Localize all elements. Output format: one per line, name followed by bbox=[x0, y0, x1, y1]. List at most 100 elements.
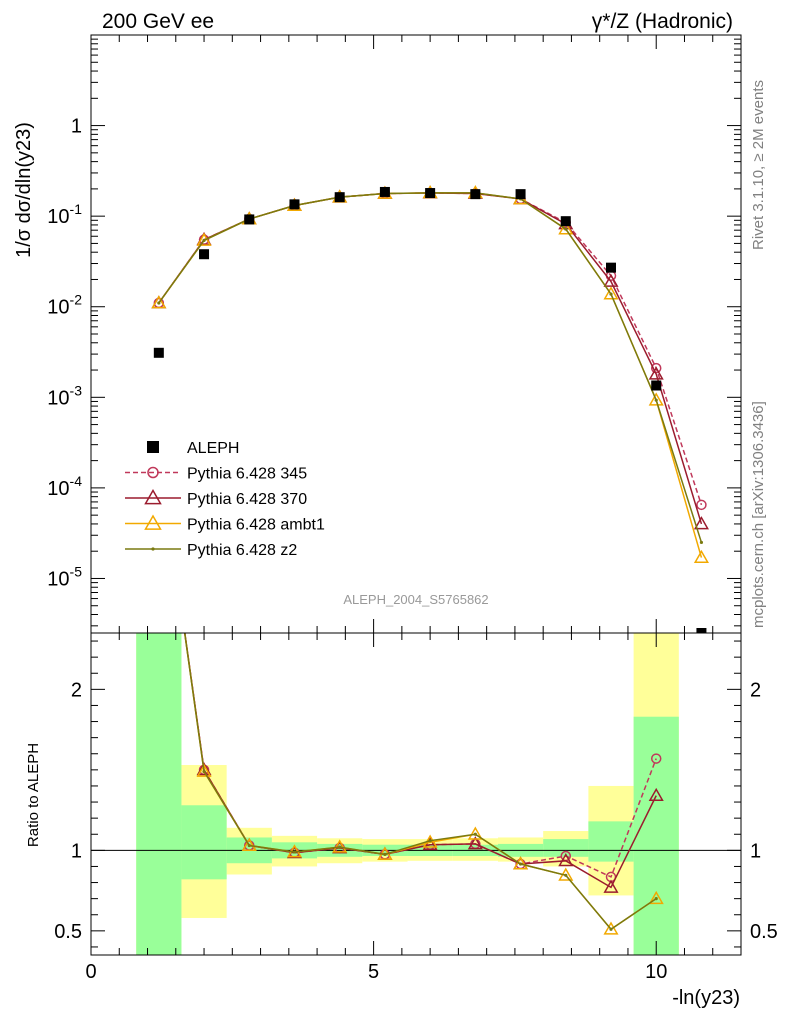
ratio-series-3-point bbox=[338, 845, 342, 849]
header-left: 200 GeV ee bbox=[102, 10, 214, 33]
data-point bbox=[244, 214, 255, 225]
ratio-series-2-point bbox=[648, 890, 664, 905]
ratio-series-0-point bbox=[650, 753, 662, 764]
legend-marker-1 bbox=[147, 466, 159, 479]
data-point bbox=[289, 199, 300, 210]
series-1-point bbox=[648, 366, 664, 380]
series-2-point bbox=[558, 221, 574, 235]
side-text-top: Rivet 3.1.10, ≥ 2M events bbox=[750, 80, 767, 250]
x-tick-label: 5 bbox=[368, 961, 379, 983]
ratio-series-3-point bbox=[292, 850, 297, 854]
data-point bbox=[153, 347, 164, 358]
main-panel: 10-5 10-4 10-3 10-2 10-1 1 ALEPH_2004_S576586… bbox=[13, 34, 742, 634]
ratio-series-3-point bbox=[609, 927, 613, 931]
main-series-group bbox=[151, 185, 709, 633]
data-point bbox=[560, 216, 571, 227]
green-band bbox=[543, 839, 589, 857]
ratio-series-2-point bbox=[467, 826, 483, 840]
legend-label-2: Pythia 6.428 370 bbox=[187, 491, 307, 508]
data-point bbox=[199, 249, 210, 260]
series-0-point bbox=[696, 499, 707, 511]
ratio-series-1-point bbox=[467, 836, 483, 850]
ratio-y-tick-label: 1 bbox=[71, 840, 82, 862]
ratio-ylabel: Ratio to ALEPH bbox=[25, 743, 42, 847]
series-line-3 bbox=[158, 192, 703, 543]
legend-label-4: Pythia 6.428 z2 bbox=[187, 542, 297, 559]
legend-label-0: ALEPH bbox=[187, 440, 239, 457]
legend-marker-0 bbox=[147, 441, 159, 453]
ratio-series-2-point bbox=[241, 837, 257, 851]
series-3-point bbox=[202, 238, 206, 242]
x-axis-label: -ln(y23) bbox=[672, 987, 740, 1009]
side-text-bottom: mcplots.cern.ch [arXiv:1306.3436] bbox=[750, 401, 767, 628]
ratio-series-3-point bbox=[247, 843, 251, 848]
ratio-series-2-point bbox=[332, 839, 348, 853]
ratio-series-2-point bbox=[196, 763, 212, 777]
analysis-label: ALEPH_2004_S5765862 bbox=[343, 592, 488, 607]
legend-marker-2 bbox=[144, 488, 162, 505]
series-2-point bbox=[151, 295, 167, 309]
series-3-point bbox=[699, 540, 704, 545]
series-2-point bbox=[693, 549, 709, 564]
y-tick-label: 10-3 bbox=[47, 382, 82, 409]
data-point bbox=[470, 189, 481, 200]
series-2-point bbox=[648, 392, 664, 406]
data-point bbox=[334, 192, 345, 203]
series-1-point bbox=[693, 516, 709, 530]
ratio-series-3-point bbox=[383, 852, 387, 856]
data-point bbox=[379, 186, 390, 197]
ratio-y-tick-label-right: 0.5 bbox=[750, 921, 778, 943]
ratio-series-1-point bbox=[603, 879, 619, 893]
y-tick-label: 10-1 bbox=[47, 201, 82, 228]
ratio-y-tick-label: 2 bbox=[71, 679, 82, 701]
data-point bbox=[515, 189, 526, 200]
data-point bbox=[425, 188, 436, 199]
ratio-series-3-point bbox=[654, 897, 658, 901]
green-band bbox=[136, 633, 182, 955]
legend-marker-4 bbox=[151, 547, 155, 551]
ratio-y-tick-label-right: 2 bbox=[750, 679, 761, 701]
ratio-series-3-point bbox=[428, 839, 432, 843]
ratio-series-3-point bbox=[564, 873, 568, 877]
data-point bbox=[696, 628, 707, 633]
ratio-series-group bbox=[91, 633, 741, 955]
ratio-frame bbox=[90, 632, 742, 956]
x-tick-label: 10 bbox=[645, 961, 667, 983]
ratio-series-3-point bbox=[202, 769, 206, 774]
ratio-panel: 0.5 0.5 1 1 2 2 0 5 10 Ratio to ALEPH bbox=[25, 632, 778, 983]
ratio-y-tick-label: 0.5 bbox=[54, 921, 82, 943]
ratio-y-tick-label-right: 1 bbox=[750, 840, 761, 862]
y-tick-label: 1 bbox=[71, 116, 82, 138]
header-right: γ*/Z (Hadronic) bbox=[592, 10, 733, 33]
ratio-line-1 bbox=[184, 633, 657, 889]
series-2-point bbox=[603, 286, 619, 300]
data-point bbox=[606, 262, 616, 273]
ratio-series-2-point bbox=[603, 921, 619, 935]
ratio-series-1-point bbox=[196, 762, 212, 776]
series-3-point bbox=[609, 292, 613, 296]
green-band bbox=[588, 821, 634, 862]
ratio-series-3-point bbox=[473, 832, 477, 836]
series-1-point bbox=[603, 273, 619, 287]
ratio-series-1-point bbox=[422, 836, 438, 851]
legend-marker-3 bbox=[144, 514, 162, 530]
x-tick-label: 0 bbox=[85, 961, 96, 983]
ratio-line-3 bbox=[183, 633, 657, 931]
y-tick-label: 10-5 bbox=[47, 563, 82, 590]
ratio-series-1-point bbox=[648, 787, 664, 802]
legend-label-3: Pythia 6.428 ambt1 bbox=[187, 517, 325, 534]
green-band bbox=[633, 716, 679, 955]
green-band bbox=[181, 805, 227, 880]
main-ylabel: 1/σ dσ/dln(y23) bbox=[13, 122, 35, 258]
legend: ALEPH Pythia 6.428 345 Pythia 6.428 370 Pyt… bbox=[125, 440, 325, 559]
ratio-line-0 bbox=[184, 633, 657, 878]
ratio-series-1-point bbox=[558, 853, 574, 867]
data-point bbox=[651, 380, 662, 391]
series-3-point bbox=[157, 301, 161, 305]
series-3-point bbox=[564, 227, 568, 231]
y-tick-label: 10-4 bbox=[47, 473, 82, 500]
legend-label-1: Pythia 6.428 345 bbox=[187, 466, 307, 483]
ratio-series-2-point bbox=[513, 856, 529, 870]
series-line-0 bbox=[158, 192, 703, 506]
